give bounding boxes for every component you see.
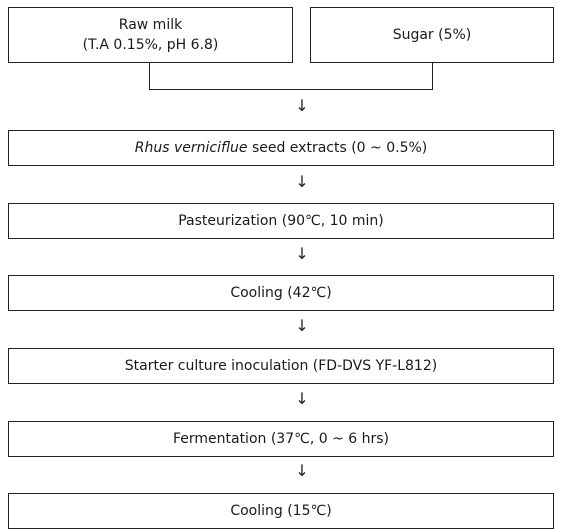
step-starter-inoculation: Starter culture inoculation (FD-DVS YF-L… [8,348,554,384]
arrow-down-icon: ↓ [295,244,309,263]
step-species-name: Rhus verniciflue [134,140,248,156]
step-fermentation: Fermentation (37℃, 0 ~ 6 hrs) [8,421,554,457]
raw-milk-box: Raw milk (T.A 0.15%, pH 6.8) [8,7,293,63]
step-cooling-15: Cooling (15℃) [8,493,554,529]
arrow-down-icon: ↓ [295,389,309,408]
step-label: Fermentation (37℃, 0 ~ 6 hrs) [172,431,390,447]
arrow-down-icon: ↓ [295,96,309,115]
step-seed-extracts: Rhus verniciflue seed extracts (0 ~ 0.5%… [8,130,554,166]
step-label: Cooling (15℃) [230,503,332,519]
step-label: Cooling (42℃) [230,285,332,301]
merge-line-left [149,63,150,90]
arrow-down-icon: ↓ [295,316,309,335]
merge-line-right [432,63,433,90]
step-cooling-42: Cooling (42℃) [8,275,554,311]
step-pasteurization: Pasteurization (90℃, 10 min) [8,203,554,239]
raw-milk-details: (T.A 0.15%, pH 6.8) [82,37,219,53]
arrow-down-icon: ↓ [295,172,309,191]
arrow-down-icon: ↓ [295,461,309,480]
sugar-label: Sugar (5%) [392,27,472,43]
sugar-box: Sugar (5%) [310,7,554,63]
step-label: Starter culture inoculation (FD-DVS YF-L… [124,358,438,374]
step-seed-extracts-label: seed extracts (0 ~ 0.5%) [247,140,428,156]
raw-milk-label: Raw milk [118,17,183,33]
step-label: Pasteurization (90℃, 10 min) [178,213,384,229]
merge-line-bottom [149,89,433,90]
